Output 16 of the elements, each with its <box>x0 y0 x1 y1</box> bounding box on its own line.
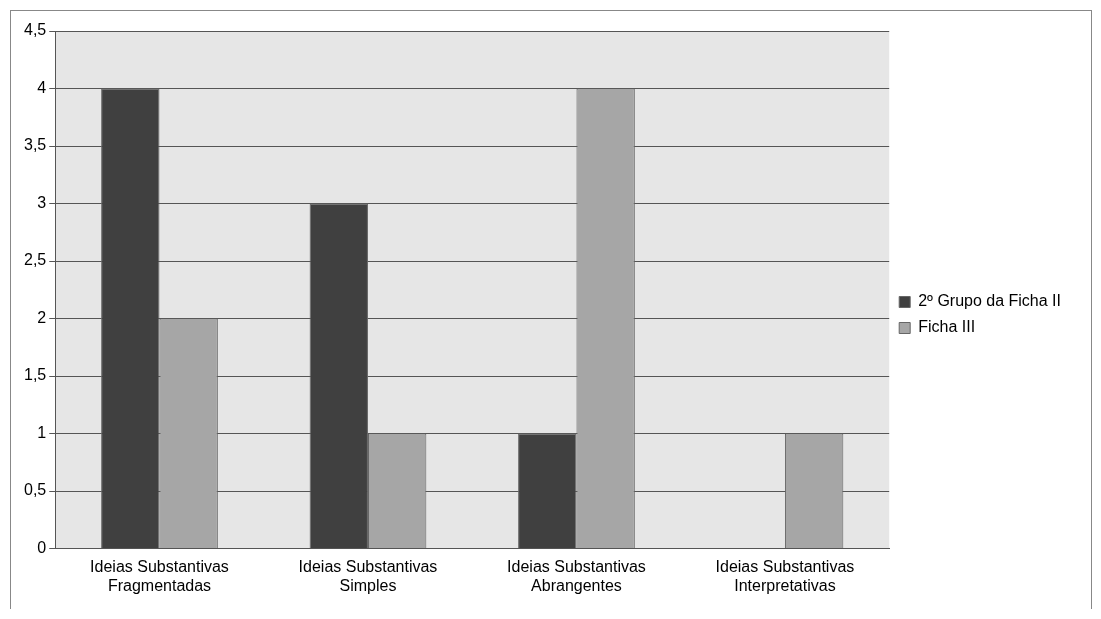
x-tick-label: Ideias Substantivas Fragmentadas <box>90 557 229 594</box>
y-tick-label: 2 <box>37 308 47 326</box>
legend-label: 2º Grupo da Ficha II <box>918 292 1062 310</box>
y-tick-label: 3,5 <box>23 136 47 154</box>
y-tick-label: 3 <box>37 193 47 211</box>
x-tick-label: Ideias Substantivas Interpretativas <box>715 557 855 594</box>
x-tick-label: Ideias Substantivas Simples <box>298 557 438 594</box>
y-tick-label: 4,5 <box>23 21 47 39</box>
y-tick-label: 4 <box>37 78 47 96</box>
y-tick-label: 0,5 <box>23 481 47 499</box>
y-tick-label: 2,5 <box>23 251 47 269</box>
legend-label: Ficha III <box>918 318 976 336</box>
x-tick-label: Ideias Substantivas Abrangentes <box>507 557 646 594</box>
y-tick-label: 0 <box>37 539 47 557</box>
y-tick-label: 1 <box>37 423 47 441</box>
y-tick-label: 1,5 <box>23 366 47 384</box>
